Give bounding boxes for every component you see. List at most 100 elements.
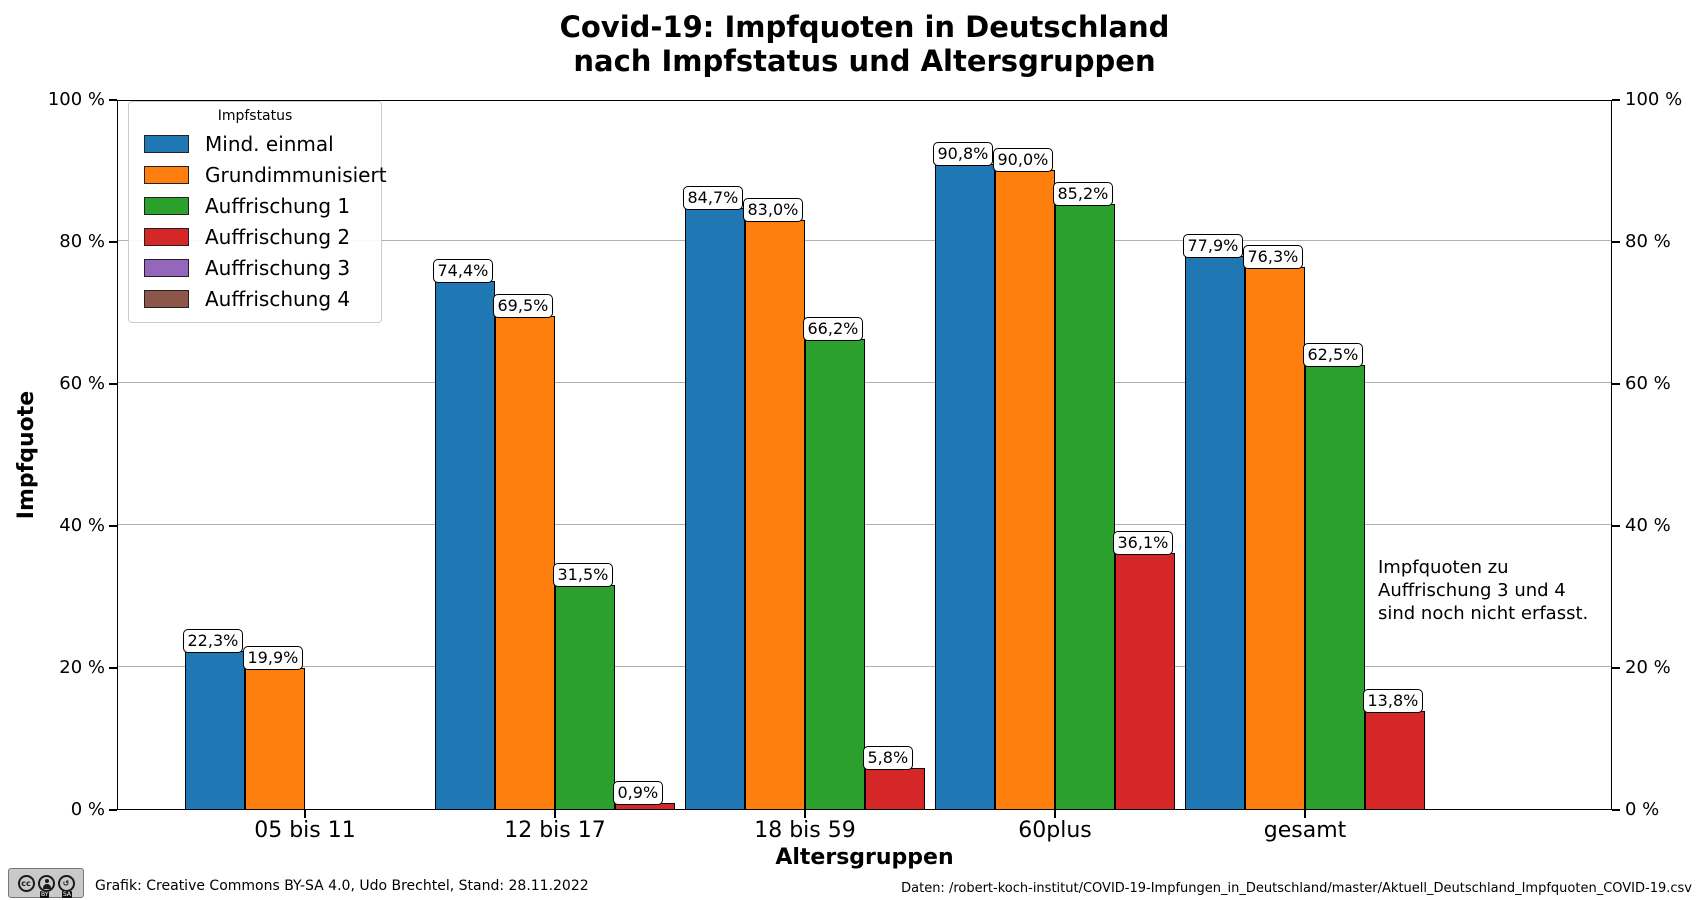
y-tick-label-right: 0 % <box>1625 799 1660 820</box>
x-tick-label: gesamt <box>1263 818 1347 843</box>
bar-value-label: 74,4% <box>432 258 494 283</box>
chart-title: Covid-19: Impfquoten in Deutschland nach… <box>559 10 1170 78</box>
legend-swatch <box>144 165 189 184</box>
legend-title: Impfstatus <box>217 108 293 124</box>
gridline-40 <box>118 523 1611 525</box>
y-tick-label-left: 0 % <box>70 799 105 820</box>
legend-entry-label: Mind. einmal <box>205 131 334 156</box>
legend-entry: Auffrischung 1 <box>129 190 381 221</box>
bar-value-label: 83,0% <box>742 197 804 222</box>
y-tick-label-left: 100 % <box>47 89 105 110</box>
bar-mind-einmal-05-bis-11 <box>184 650 245 809</box>
y-tick-right <box>1612 525 1620 527</box>
bar-value-label: 0,9% <box>612 780 664 805</box>
legend-entry: Auffrischung 3 <box>129 252 381 283</box>
legend-swatch <box>144 196 189 215</box>
y-tick-left <box>109 383 117 385</box>
bar-value-label: 90,0% <box>992 148 1054 172</box>
legend-entry-label: Auffrischung 4 <box>205 286 351 311</box>
annotation-note: Impfquoten zu Auffrischung 3 und 4 sind … <box>1378 557 1589 624</box>
gridline-80 <box>118 239 1611 241</box>
y-tick-label-right: 60 % <box>1625 373 1671 394</box>
x-axis-label: Altersgruppen <box>775 845 954 870</box>
x-tick-label: 60plus <box>1018 818 1092 843</box>
cc-by-sa-badge: cc ↺ BY SA <box>8 868 84 898</box>
bar-value-label: 31,5% <box>552 563 614 588</box>
x-tick <box>1054 810 1056 818</box>
bar-value-label: 19,9% <box>242 645 304 670</box>
bar-value-label: 77,9% <box>1182 233 1244 258</box>
bar-mind-einmal-18-bis-59 <box>684 207 745 809</box>
legend-entry-label: Auffrischung 3 <box>205 255 351 280</box>
badge-sa-label: SA <box>62 891 73 898</box>
legend-entry: Mind. einmal <box>129 128 381 159</box>
bar-value-label: 69,5% <box>492 293 554 318</box>
bar-value-label: 13,8% <box>1362 689 1424 714</box>
bar-value-label: 84,7% <box>682 185 744 210</box>
y-tick-label-left: 40 % <box>59 515 105 536</box>
bar-grundimmunisiert-18-bis-59 <box>744 219 805 809</box>
bar-value-label: 62,5% <box>1302 343 1364 368</box>
legend-swatch <box>144 258 189 277</box>
legend-swatch <box>144 289 189 308</box>
y-tick-label-right: 20 % <box>1625 657 1671 678</box>
bar-grundimmunisiert-12-bis-17 <box>494 315 555 809</box>
y-tick-label-right: 80 % <box>1625 231 1671 252</box>
bar-auffrischung-2-gesamt <box>1364 711 1425 809</box>
y-tick-left <box>109 809 117 811</box>
bar-value-label: 76,3% <box>1242 245 1304 270</box>
y-tick-left <box>109 99 117 101</box>
legend-swatch <box>144 227 189 246</box>
legend-entries: Mind. einmal Grundimmunisiert Auffrischung… <box>129 128 387 314</box>
bar-grundimmunisiert-05-bis-11 <box>244 667 305 809</box>
y-tick-right <box>1612 99 1620 101</box>
x-tick-label: 12 bis 17 <box>504 818 606 843</box>
bar-mind-einmal-60plus <box>934 164 995 809</box>
bar-auffrischung-1-gesamt <box>1304 365 1365 809</box>
bar-auffrischung-1-60plus <box>1054 204 1115 809</box>
bar-value-label: 90,8% <box>932 142 994 167</box>
gridline-20 <box>118 665 1611 667</box>
bar-auffrischung-2-18-bis-59 <box>864 767 925 809</box>
bar-value-label: 85,2% <box>1052 182 1114 207</box>
legend-swatch <box>144 134 189 153</box>
legend: Impfstatus Mind. einmal Grundimmunisiert A… <box>128 101 387 323</box>
legend-entry: Grundimmunisiert <box>129 159 387 190</box>
bar-mind-einmal-12-bis-17 <box>434 280 495 809</box>
y-tick-label-left: 60 % <box>59 373 105 394</box>
bar-auffrischung-2-60plus <box>1114 552 1175 809</box>
legend-entry: Auffrischung 4 <box>129 283 381 314</box>
cc-icon: cc <box>17 874 35 892</box>
y-tick-right <box>1612 809 1620 811</box>
legend-entry-label: Auffrischung 2 <box>205 224 351 249</box>
y-tick-left <box>109 525 117 527</box>
y-tick-label-left: 80 % <box>59 231 105 252</box>
bar-auffrischung-1-12-bis-17 <box>554 585 615 809</box>
gridline-60 <box>118 381 1611 383</box>
x-tick-label: 18 bis 59 <box>754 818 856 843</box>
y-tick-right <box>1612 383 1620 385</box>
x-tick <box>1304 810 1306 818</box>
y-tick-label-left: 20 % <box>59 657 105 678</box>
legend-entry-label: Auffrischung 1 <box>205 193 351 218</box>
x-tick <box>554 810 556 818</box>
bar-value-label: 36,1% <box>1112 530 1174 555</box>
plot-area: 22,3% 74,4% 84,7% 90,8% 77,9% 19,9% 69,5% 83,0%… <box>117 100 1612 810</box>
y-tick-label-right: 40 % <box>1625 515 1671 536</box>
y-tick-left <box>109 241 117 243</box>
bar-mind-einmal-gesamt <box>1184 255 1245 809</box>
bar-grundimmunisiert-60plus <box>994 170 1055 809</box>
bar-value-label: 22,3% <box>182 628 244 653</box>
bar-value-label: 5,8% <box>862 745 914 770</box>
bar-auffrischung-1-18-bis-59 <box>804 338 865 809</box>
legend-entry: Auffrischung 2 <box>129 221 381 252</box>
y-axis-label: Impfquote <box>14 390 39 520</box>
share-alike-icon: ↺ <box>57 874 75 892</box>
y-tick-left <box>109 667 117 669</box>
legend-entry-label: Grundimmunisiert <box>205 162 387 187</box>
attribution-person-icon <box>37 874 55 892</box>
x-tick <box>304 810 306 818</box>
data-source-text: Daten: /robert-koch-institut/COVID-19-Im… <box>901 881 1692 896</box>
bar-grundimmunisiert-gesamt <box>1244 267 1305 809</box>
y-tick-right <box>1612 667 1620 669</box>
